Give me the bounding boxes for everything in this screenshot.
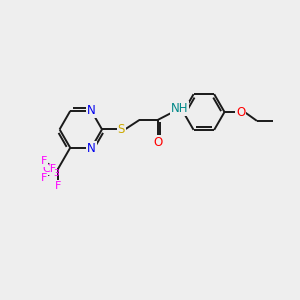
Text: F: F	[40, 172, 47, 182]
Text: F: F	[55, 181, 61, 190]
Text: NH: NH	[171, 102, 188, 115]
Text: S: S	[118, 123, 125, 136]
Text: CF: CF	[42, 164, 56, 174]
Text: 3: 3	[54, 169, 59, 178]
Text: N: N	[87, 142, 96, 155]
Text: O: O	[153, 136, 162, 149]
Text: O: O	[236, 106, 245, 118]
Text: F: F	[40, 156, 47, 166]
Text: N: N	[87, 104, 96, 117]
